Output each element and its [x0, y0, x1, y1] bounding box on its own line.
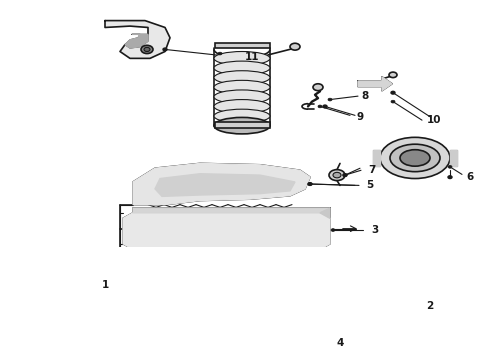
Polygon shape	[133, 208, 330, 213]
Circle shape	[448, 176, 452, 179]
Circle shape	[248, 347, 252, 350]
Circle shape	[389, 72, 397, 78]
Ellipse shape	[214, 109, 270, 123]
Ellipse shape	[214, 100, 270, 113]
Polygon shape	[335, 285, 345, 295]
Circle shape	[385, 284, 399, 293]
Circle shape	[331, 229, 335, 231]
Ellipse shape	[214, 117, 270, 134]
Circle shape	[389, 286, 395, 291]
Circle shape	[218, 52, 222, 55]
Text: 1: 1	[101, 280, 109, 290]
Text: 11: 11	[245, 52, 259, 62]
Circle shape	[308, 183, 312, 185]
Polygon shape	[320, 208, 330, 219]
Ellipse shape	[178, 313, 202, 321]
Circle shape	[328, 98, 332, 101]
Circle shape	[323, 105, 327, 108]
Polygon shape	[133, 249, 335, 254]
Polygon shape	[105, 21, 170, 58]
Ellipse shape	[214, 51, 270, 65]
Polygon shape	[450, 150, 457, 166]
Circle shape	[448, 166, 452, 168]
Text: 8: 8	[362, 91, 368, 101]
Ellipse shape	[204, 328, 232, 336]
Ellipse shape	[400, 150, 430, 166]
Circle shape	[141, 45, 153, 54]
Polygon shape	[125, 34, 148, 48]
Ellipse shape	[390, 144, 440, 172]
Circle shape	[397, 297, 401, 300]
Circle shape	[343, 174, 347, 176]
Circle shape	[397, 297, 401, 300]
Text: 9: 9	[356, 112, 364, 122]
Circle shape	[248, 347, 252, 350]
Circle shape	[333, 172, 341, 178]
Circle shape	[186, 313, 194, 319]
Circle shape	[318, 105, 322, 108]
Text: 2: 2	[426, 301, 434, 311]
Ellipse shape	[380, 137, 450, 179]
Polygon shape	[118, 254, 335, 316]
Text: 3: 3	[371, 225, 379, 235]
Circle shape	[391, 100, 395, 103]
Circle shape	[329, 170, 345, 181]
Circle shape	[313, 84, 323, 91]
Ellipse shape	[214, 90, 270, 104]
Circle shape	[163, 48, 167, 51]
Circle shape	[391, 91, 395, 94]
Text: 10: 10	[427, 115, 441, 125]
Polygon shape	[123, 213, 330, 249]
Circle shape	[343, 174, 347, 176]
Text: 6: 6	[466, 172, 474, 182]
Circle shape	[182, 310, 198, 321]
Ellipse shape	[210, 330, 226, 334]
Bar	[215, 42, 270, 48]
Polygon shape	[155, 174, 295, 197]
Text: 5: 5	[367, 180, 374, 190]
Polygon shape	[358, 77, 392, 91]
Text: 4: 4	[336, 338, 343, 348]
Text: 7: 7	[368, 165, 376, 175]
Circle shape	[144, 48, 150, 51]
Circle shape	[308, 183, 312, 185]
Ellipse shape	[214, 61, 270, 75]
Ellipse shape	[214, 71, 270, 85]
Polygon shape	[133, 163, 310, 204]
Ellipse shape	[214, 80, 270, 94]
Circle shape	[116, 284, 120, 286]
Polygon shape	[108, 285, 118, 295]
Bar	[215, 122, 270, 128]
Polygon shape	[320, 249, 335, 261]
Polygon shape	[373, 150, 380, 166]
Circle shape	[290, 43, 300, 50]
